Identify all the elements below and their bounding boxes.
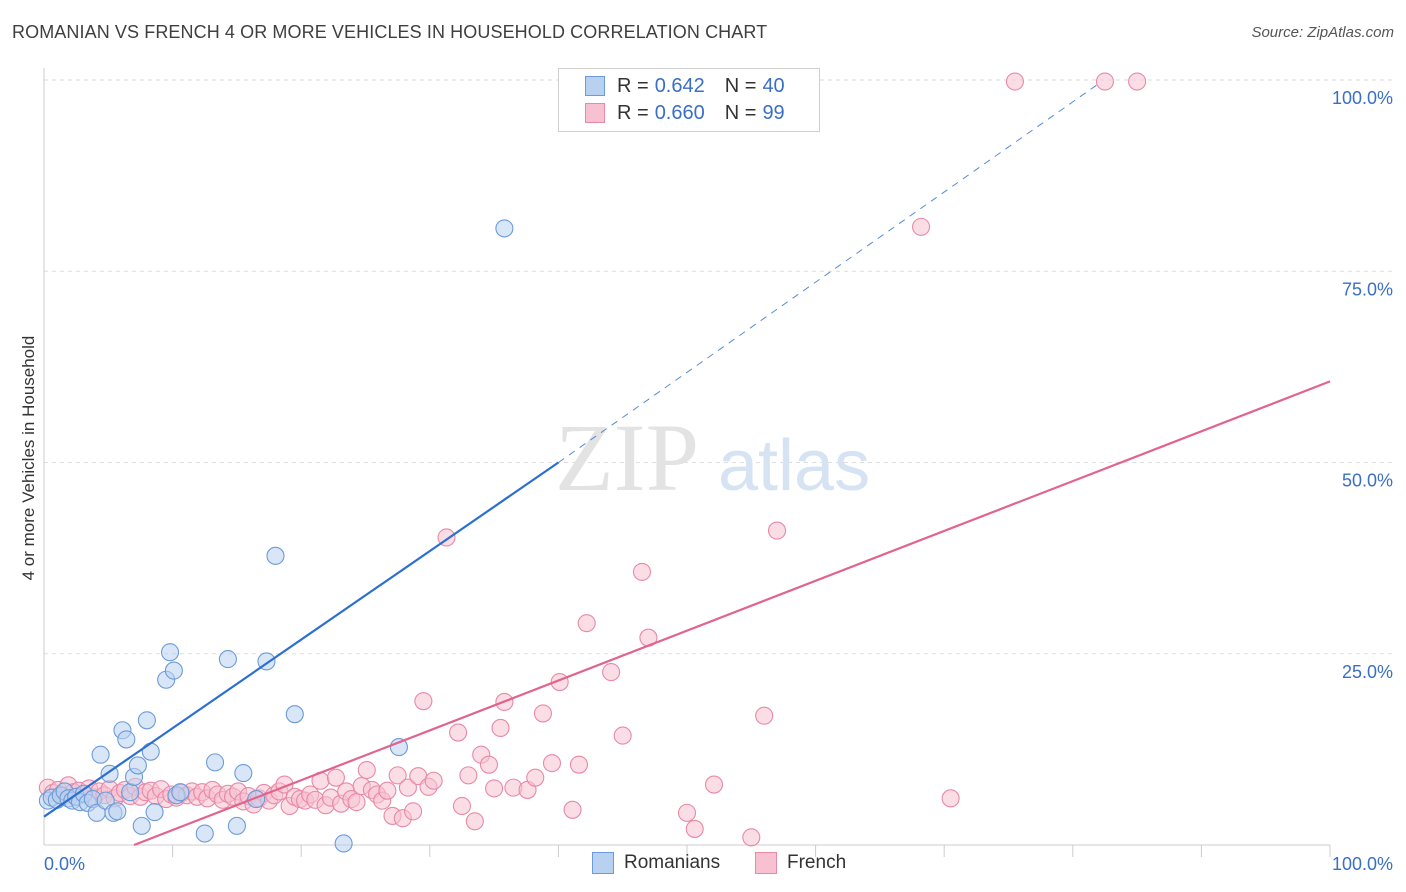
point-french bbox=[479, 755, 499, 774]
bottom-legend-french[interactable]: French bbox=[755, 852, 846, 874]
point-romanians bbox=[205, 753, 225, 772]
point-french bbox=[378, 781, 397, 800]
bottom-legend-swatch-french bbox=[755, 852, 777, 874]
point-romanians bbox=[160, 643, 180, 662]
point-romanians bbox=[334, 834, 353, 853]
legend-row-romanians: R = 0.642 N = 40 bbox=[585, 73, 785, 99]
gridlines bbox=[44, 79, 1395, 655]
point-french bbox=[459, 766, 478, 785]
point-french bbox=[347, 793, 366, 812]
point-french bbox=[491, 718, 510, 738]
point-romanians bbox=[121, 783, 140, 802]
point-french bbox=[326, 768, 345, 787]
point-french bbox=[404, 802, 423, 821]
point-french bbox=[755, 706, 774, 725]
point-french bbox=[465, 812, 484, 831]
point-french bbox=[449, 723, 468, 742]
trend-line-romanians bbox=[43, 461, 560, 818]
point-french bbox=[398, 778, 417, 797]
point-french bbox=[542, 754, 562, 773]
point-french bbox=[632, 562, 652, 581]
point-romanians bbox=[117, 730, 136, 749]
point-french bbox=[577, 614, 596, 633]
watermark-atlas: atlas bbox=[718, 426, 870, 506]
point-french bbox=[704, 775, 724, 794]
point-romanians bbox=[218, 650, 237, 669]
point-french bbox=[941, 789, 960, 808]
legend-r-value: 0.642 bbox=[654, 74, 705, 97]
tick-labels: 25.0% 50.0% 75.0% 100.0% 0.0% 100.0% bbox=[44, 88, 1393, 874]
point-romanians bbox=[141, 742, 160, 761]
legend-swatch-romanians bbox=[585, 76, 605, 96]
point-french bbox=[613, 726, 632, 745]
y-axis-label: 4 or more Vehicles in Household bbox=[19, 336, 38, 581]
axes bbox=[43, 68, 1331, 857]
legend-r-label: R = bbox=[617, 74, 649, 97]
point-french bbox=[563, 800, 582, 819]
x-tick-label: 100.0% bbox=[1332, 854, 1393, 874]
legend-n-label: N = bbox=[724, 101, 757, 124]
legend-row-french: R = 0.660 N = 99 bbox=[585, 100, 785, 126]
point-french bbox=[526, 768, 545, 787]
point-french bbox=[677, 803, 697, 822]
point-french bbox=[388, 766, 407, 785]
point-french bbox=[533, 704, 553, 723]
legend-r-value: 0.660 bbox=[654, 101, 705, 124]
point-romanians bbox=[108, 802, 127, 821]
y-tick-label: 100.0% bbox=[1332, 88, 1393, 108]
y-tick-label: 25.0% bbox=[1342, 662, 1393, 682]
chart-title: ROMANIAN VS FRENCH 4 OR MORE VEHICLES IN… bbox=[12, 22, 768, 42]
point-french bbox=[602, 663, 621, 682]
point-french bbox=[414, 692, 433, 711]
point-french bbox=[1005, 72, 1024, 91]
source-label: Source: ZipAtlas.com bbox=[1251, 24, 1394, 41]
point-romanians bbox=[234, 764, 253, 783]
watermark-zip: ZIP bbox=[555, 404, 699, 511]
scatter-points bbox=[38, 72, 1147, 853]
point-romanians bbox=[171, 783, 190, 802]
point-romanians bbox=[195, 824, 214, 843]
point-romanians bbox=[91, 745, 110, 764]
point-french bbox=[485, 779, 504, 798]
watermark: ZIP atlas bbox=[555, 404, 870, 511]
stats-legend: R = 0.642 N = 40 R = 0.660 N = 99 bbox=[558, 68, 820, 132]
bottom-legend-label-romanians: Romanians bbox=[624, 852, 721, 873]
point-french bbox=[742, 828, 761, 847]
point-french bbox=[912, 217, 931, 236]
point-romanians bbox=[164, 661, 183, 680]
bottom-legend-romanians[interactable]: Romanians bbox=[592, 852, 720, 874]
bottom-legend-label-french: French bbox=[787, 852, 847, 873]
y-tick-label: 75.0% bbox=[1342, 279, 1393, 299]
legend-r-label: R = bbox=[617, 101, 649, 124]
point-romanians bbox=[128, 756, 147, 775]
legend-swatch-french bbox=[585, 103, 605, 123]
point-french bbox=[452, 796, 472, 816]
point-romanians bbox=[227, 816, 246, 835]
point-french bbox=[1128, 72, 1147, 91]
y-tick-label: 50.0% bbox=[1342, 471, 1393, 491]
legend-n-label: N = bbox=[724, 74, 757, 97]
point-romanians bbox=[145, 803, 164, 822]
trend-lines bbox=[43, 83, 1331, 847]
point-romanians bbox=[495, 219, 514, 238]
bottom-legend-swatch-romanians bbox=[592, 852, 614, 874]
point-romanians bbox=[266, 546, 285, 565]
legend-n-value: 99 bbox=[762, 101, 785, 124]
point-romanians bbox=[285, 705, 304, 724]
point-french bbox=[569, 755, 589, 774]
point-french bbox=[424, 771, 443, 790]
point-french bbox=[685, 819, 704, 838]
legend-n-value: 40 bbox=[762, 74, 785, 97]
trend-extension-romanians bbox=[558, 83, 1099, 463]
trend-line-french bbox=[133, 380, 1331, 847]
point-romanians bbox=[137, 711, 156, 730]
point-romanians bbox=[132, 816, 151, 835]
point-french bbox=[1095, 72, 1114, 91]
point-french bbox=[767, 521, 787, 540]
point-french bbox=[357, 760, 376, 780]
x-tick-label: 0.0% bbox=[44, 854, 85, 874]
